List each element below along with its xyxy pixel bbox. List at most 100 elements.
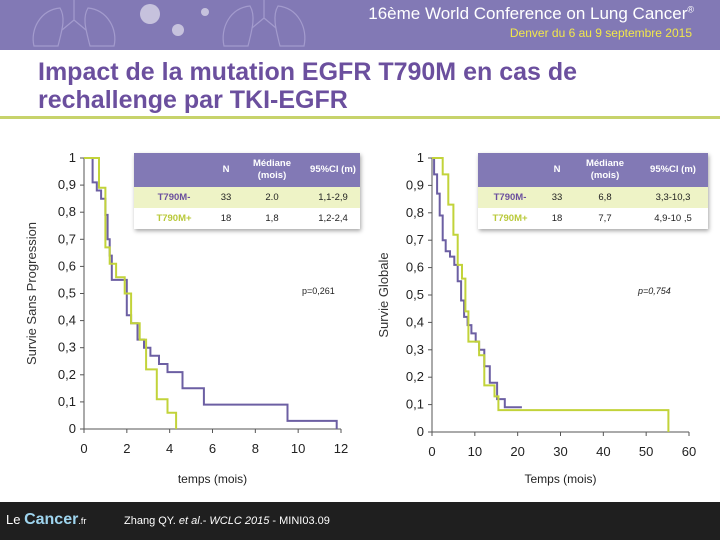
pfs-y-tick-label: 0,4 xyxy=(58,313,76,328)
pfs-table-header-ci: 95%CI (m) xyxy=(306,153,360,187)
pfs-y-tick-label: 0,9 xyxy=(58,177,76,192)
pfs-x-axis-label: temps (mois) xyxy=(178,472,247,486)
os-y-axis-label: Survie Globale xyxy=(376,252,391,337)
pfs-row-n: 33 xyxy=(214,187,238,208)
title-divider xyxy=(0,116,720,119)
pfs-y-tick-label: 0,1 xyxy=(58,394,76,409)
os-row-ci: 3,3-10,3 xyxy=(638,187,708,208)
os-table-row-t790m-plus: T790M+ 18 7,7 4,9-10 ,5 xyxy=(478,208,708,229)
pfs-x-tick-label: 0 xyxy=(80,441,87,456)
os-y-tick-label: 0,4 xyxy=(406,314,424,329)
os-table-header: N Médiane (mois) 95%CI (m) xyxy=(478,153,708,187)
pfs-table-header-median: Médiane (mois) xyxy=(238,153,306,187)
pfs-row-ci: 1,1-2,9 xyxy=(306,187,360,208)
os-y-tick-label: 0,2 xyxy=(406,369,424,384)
os-x-tick-label: 60 xyxy=(682,444,696,459)
ref-code: - MINI03.09 xyxy=(269,515,330,527)
pfs-row-median: 2.0 xyxy=(238,187,306,208)
pfs-y-tick-label: 0,6 xyxy=(58,258,76,273)
logo-suffix: .fr xyxy=(78,516,87,526)
os-row-ci: 4,9-10 ,5 xyxy=(638,208,708,229)
pfs-table-row-t790m-minus: T790M- 33 2.0 1,1-2,9 xyxy=(134,187,360,208)
conference-dates: Denver du 6 au 9 septembre 2015 xyxy=(509,26,692,40)
ref-source: WCLC 2015 xyxy=(209,515,270,527)
os-x-tick-label: 10 xyxy=(468,444,482,459)
pfs-table-header-n: N xyxy=(214,153,238,187)
pfs-row-median: 1,8 xyxy=(238,208,306,229)
os-y-tick-label: 0,6 xyxy=(406,260,424,275)
os-y-tick-label: 0,1 xyxy=(406,397,424,412)
os-table-header-empty xyxy=(478,153,542,187)
pfs-y-tick-label: 0,8 xyxy=(58,204,76,219)
pfs-y-tick-label: 0 xyxy=(69,421,76,436)
pfs-y-axis-label: Survie Sans Progression xyxy=(24,222,39,365)
pfs-row-ci: 1,2-2,4 xyxy=(306,208,360,229)
lungs-decoration-icon xyxy=(32,0,306,47)
pfs-row-n: 18 xyxy=(214,208,238,229)
pfs-y-tick-label: 0,5 xyxy=(58,286,76,301)
pfs-y-tick-label: 0,2 xyxy=(58,367,76,382)
pfs-x-tick-label: 4 xyxy=(166,441,173,456)
pfs-y-tick-label: 0,3 xyxy=(58,340,76,355)
os-y-tick-label: 0 xyxy=(417,424,424,439)
os-row-label: T790M- xyxy=(478,187,542,208)
slide-title: Impact de la mutation EGFR T790M en cas … xyxy=(38,58,578,114)
lecancer-logo: Le Cancer.fr xyxy=(6,511,86,529)
pfs-chart-plot: 00,10,20,30,40,50,60,70,80,910 2 4 6 8 10 12te… xyxy=(24,150,348,486)
os-x-tick-label: 20 xyxy=(510,444,524,459)
os-row-n: 18 xyxy=(542,208,572,229)
os-x-tick-label: 50 xyxy=(639,444,653,459)
os-x-tick-label: 0 xyxy=(428,444,435,459)
os-p-value: p=0,754 xyxy=(638,286,671,296)
pfs-series-t790m-plus xyxy=(84,157,178,429)
pfs-y-tick-label: 0,7 xyxy=(58,231,76,246)
conference-banner: 16ème World Conference on Lung Cancer® D… xyxy=(0,0,720,50)
pfs-x-tick-label: 2 xyxy=(123,441,130,456)
os-table-header-median: Médiane (mois) xyxy=(572,153,638,187)
conference-title: 16ème World Conference on Lung Cancer® xyxy=(368,4,694,24)
os-y-tick-label: 0,9 xyxy=(406,177,424,192)
ref-mid: .- xyxy=(199,515,210,527)
os-x-tick-label: 30 xyxy=(553,444,567,459)
os-row-median: 6,8 xyxy=(572,187,638,208)
os-summary-table: N Médiane (mois) 95%CI (m) T790M- 33 6,8… xyxy=(478,153,708,229)
os-chart: 0 0,1 0,2 0,3 0,4 0,5 0,6 0,7 0,8 0,9 1 0 10 20 30 40 50… xyxy=(360,140,720,500)
os-y-tick-label: 0,7 xyxy=(406,232,424,247)
pfs-table-row-t790m-plus: T790M+ 18 1,8 1,2-2,4 xyxy=(134,208,360,229)
os-table-header-ci: 95%CI (m) xyxy=(638,153,708,187)
pfs-table-header-empty xyxy=(134,153,214,187)
pfs-p-value: p=0,261 xyxy=(302,286,335,296)
os-series-t790m-minus xyxy=(432,157,522,409)
ref-etal: et al xyxy=(178,515,200,527)
pfs-x-tick-label: 8 xyxy=(252,441,259,456)
os-y-tick-label: 0,3 xyxy=(406,342,424,357)
os-table-header-n: N xyxy=(542,153,572,187)
os-row-label: T790M+ xyxy=(478,208,542,229)
os-row-median: 7,7 xyxy=(572,208,638,229)
os-y-tick-label: 0,8 xyxy=(406,205,424,220)
os-row-n: 33 xyxy=(542,187,572,208)
pfs-summary-table: N Médiane (mois) 95%CI (m) T790M- 33 2.0… xyxy=(134,153,360,229)
pfs-y-tick-label: 1 xyxy=(69,150,76,165)
footer-bar: Le Cancer.fr Zhang QY. et al.- WCLC 2015… xyxy=(0,502,720,540)
pfs-row-label: T790M+ xyxy=(134,208,214,229)
os-chart-plot: 00,10,20,30,40,50,60,70,80,910 10 20 30 40 50… xyxy=(376,150,696,486)
pfs-row-label: T790M- xyxy=(134,187,214,208)
logo-prefix: Le xyxy=(6,512,25,527)
os-table-row-t790m-minus: T790M- 33 6,8 3,3-10,3 xyxy=(478,187,708,208)
os-y-tick-label: 1 xyxy=(417,150,424,165)
logo-main: Cancer xyxy=(24,511,79,528)
os-y-tick-label: 0,5 xyxy=(406,287,424,302)
conference-name: 16ème World Conference on Lung Cancer xyxy=(368,4,688,23)
reference-citation: Zhang QY. et al.- WCLC 2015 - MINI03.09 xyxy=(124,515,330,527)
os-x-axis-label: Temps (mois) xyxy=(524,472,596,486)
ref-authors: Zhang QY. xyxy=(124,515,179,527)
os-series-t790m-plus xyxy=(432,157,670,432)
registered-mark: ® xyxy=(687,4,694,15)
pfs-table-header: N Médiane (mois) 95%CI (m) xyxy=(134,153,360,187)
pfs-x-tick-label: 6 xyxy=(209,441,216,456)
pfs-x-tick-label: 10 xyxy=(291,441,305,456)
os-x-tick-label: 40 xyxy=(596,444,610,459)
pfs-x-tick-label: 12 xyxy=(334,441,348,456)
pfs-chart: 0 0,1 0,2 0,3 0,4 0,5 0,6 0,7 0,8 0,9 1 0 2 4 6 8 10 12 te… xyxy=(0,140,360,500)
